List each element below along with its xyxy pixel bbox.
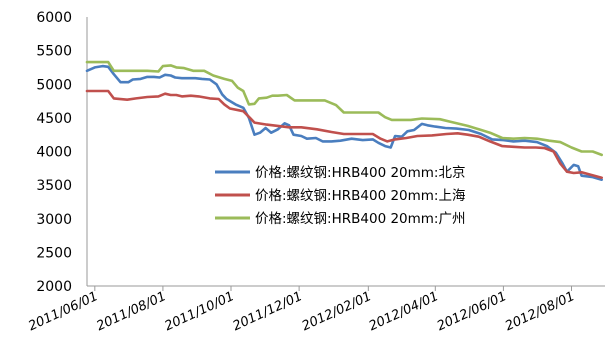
x-tick-label: 2011/06/01 bbox=[26, 289, 100, 334]
y-tick-label: 6000 bbox=[36, 10, 72, 26]
x-tick-label: 2011/12/01 bbox=[231, 289, 305, 334]
y-tick-label: 4500 bbox=[36, 111, 72, 127]
legend-label-2: 价格:螺纹钢:HRB400 20mm:广州 bbox=[255, 211, 465, 227]
x-tick-label: 2011/08/01 bbox=[94, 289, 168, 334]
series-lines bbox=[85, 60, 604, 181]
series-line-2 bbox=[85, 60, 604, 157]
y-tick-label: 5000 bbox=[36, 77, 72, 93]
axes bbox=[86, 17, 605, 287]
x-tick-label: 2012/08/01 bbox=[503, 289, 577, 334]
x-tick-label: 2012/06/01 bbox=[435, 289, 509, 334]
x-tick-label: 2012/02/01 bbox=[300, 289, 374, 334]
y-tick-label: 2000 bbox=[36, 279, 72, 295]
legend-label-0: 价格:螺纹钢:HRB400 20mm:北京 bbox=[255, 165, 465, 181]
y-tick-label: 3500 bbox=[36, 178, 72, 194]
y-tick-label: 2500 bbox=[36, 245, 72, 261]
x-axis-ticks: 2011/06/012011/08/012011/10/012011/12/01… bbox=[26, 286, 577, 334]
x-tick-label: 2011/10/01 bbox=[162, 289, 236, 334]
legend-label-1: 价格:螺纹钢:HRB400 20mm:上海 bbox=[255, 188, 465, 204]
y-tick-label: 5500 bbox=[36, 44, 72, 60]
series-line-1 bbox=[85, 89, 604, 179]
y-tick-label: 4000 bbox=[36, 145, 72, 161]
y-tick-label: 3000 bbox=[36, 212, 72, 228]
series-line-0 bbox=[85, 64, 604, 181]
x-tick-label: 2012/04/01 bbox=[367, 289, 441, 334]
y-axis-ticks: 6000 5500 5000 4500 4000 3500 3000 2500 2000 bbox=[36, 10, 72, 295]
